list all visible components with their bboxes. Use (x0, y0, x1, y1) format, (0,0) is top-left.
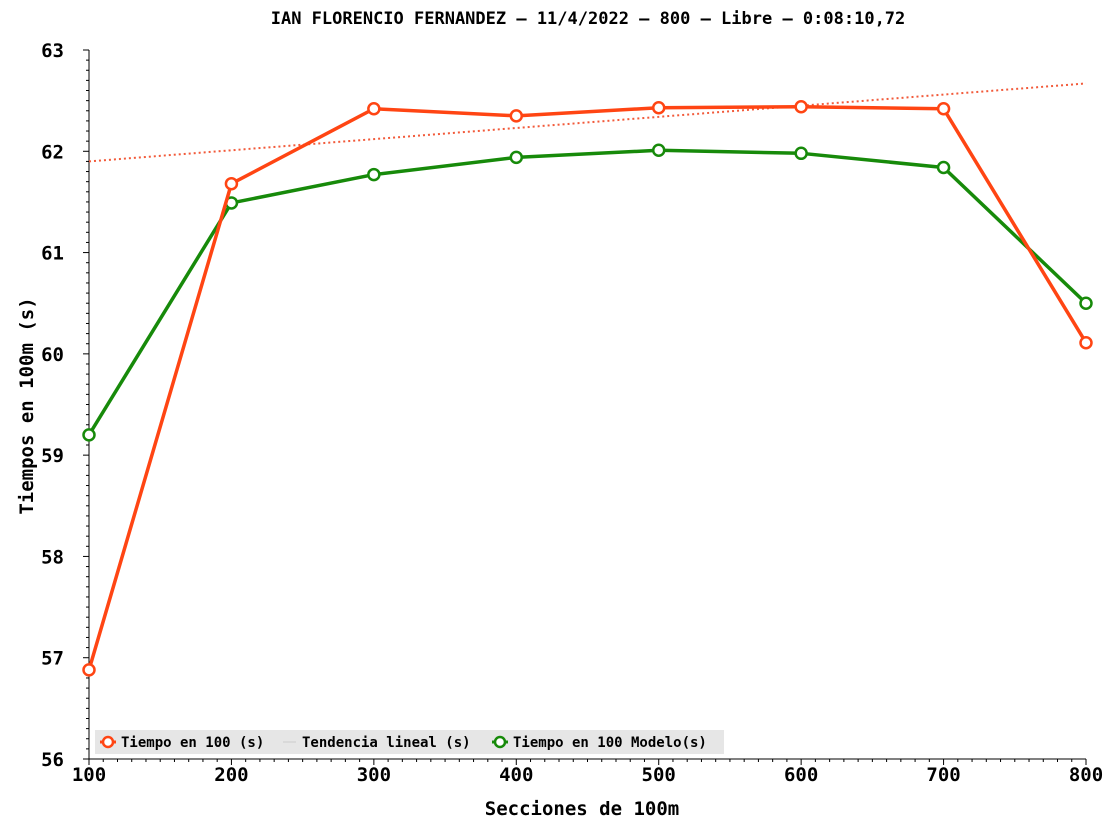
axes: 56 57 58 59 60 61 62 63 100 200 300 400 500 600 700 800 (41, 40, 1103, 786)
y-tick-label: 63 (41, 40, 64, 62)
x-axis-label: Secciones de 100m (485, 798, 679, 820)
x-tick-label: 500 (642, 764, 676, 786)
data-point (82, 663, 96, 677)
data-point (82, 428, 96, 442)
x-tick-label: 600 (784, 764, 818, 786)
data-point (1079, 296, 1093, 310)
legend-label: Tiempo en 100 (s) (121, 735, 264, 751)
y-tick-label: 58 (41, 546, 64, 568)
x-tick-label: 200 (214, 764, 248, 786)
series-line (87, 148, 1088, 436)
y-tick-label: 56 (41, 749, 64, 771)
chart-title: IAN FLORENCIO FERNANDEZ – 11/4/2022 – 80… (271, 9, 906, 29)
data-point (651, 143, 666, 158)
y-axis-label: Tiempos en 100m (s) (16, 297, 38, 514)
x-tick-label: 400 (499, 764, 533, 786)
legend-marker (101, 735, 115, 749)
data-point (509, 109, 524, 123)
data-point (509, 150, 524, 165)
legend: Tiempo en 100 (s) Tendencia lineal (s) Tie… (95, 730, 724, 754)
y-tick-label: 61 (41, 243, 64, 265)
data-point (651, 100, 666, 115)
data-point (936, 101, 951, 116)
data-point (224, 176, 239, 191)
y-tick-label: 57 (41, 648, 64, 670)
y-tick-label: 59 (41, 445, 64, 467)
y-tick-label: 60 (41, 344, 64, 366)
data-point (936, 160, 951, 175)
data-point (367, 101, 381, 116)
trend-line (88, 82, 1087, 163)
legend-marker (493, 735, 507, 749)
data-point (1079, 335, 1093, 350)
x-tick-label: 100 (72, 764, 106, 786)
data-point (794, 99, 808, 114)
series-layer (82, 82, 1093, 677)
legend-label: Tendencia lineal (s) (302, 735, 471, 751)
x-tick-label: 700 (926, 764, 960, 786)
series-line (87, 104, 1088, 671)
y-tick-label: 62 (41, 141, 64, 163)
legend-label: Tiempo en 100 Modelo(s) (513, 735, 707, 751)
x-tick-label: 800 (1069, 764, 1103, 786)
data-point (794, 146, 808, 161)
legend-box (95, 730, 724, 754)
x-tick-label: 300 (357, 764, 391, 786)
data-point (367, 167, 381, 182)
